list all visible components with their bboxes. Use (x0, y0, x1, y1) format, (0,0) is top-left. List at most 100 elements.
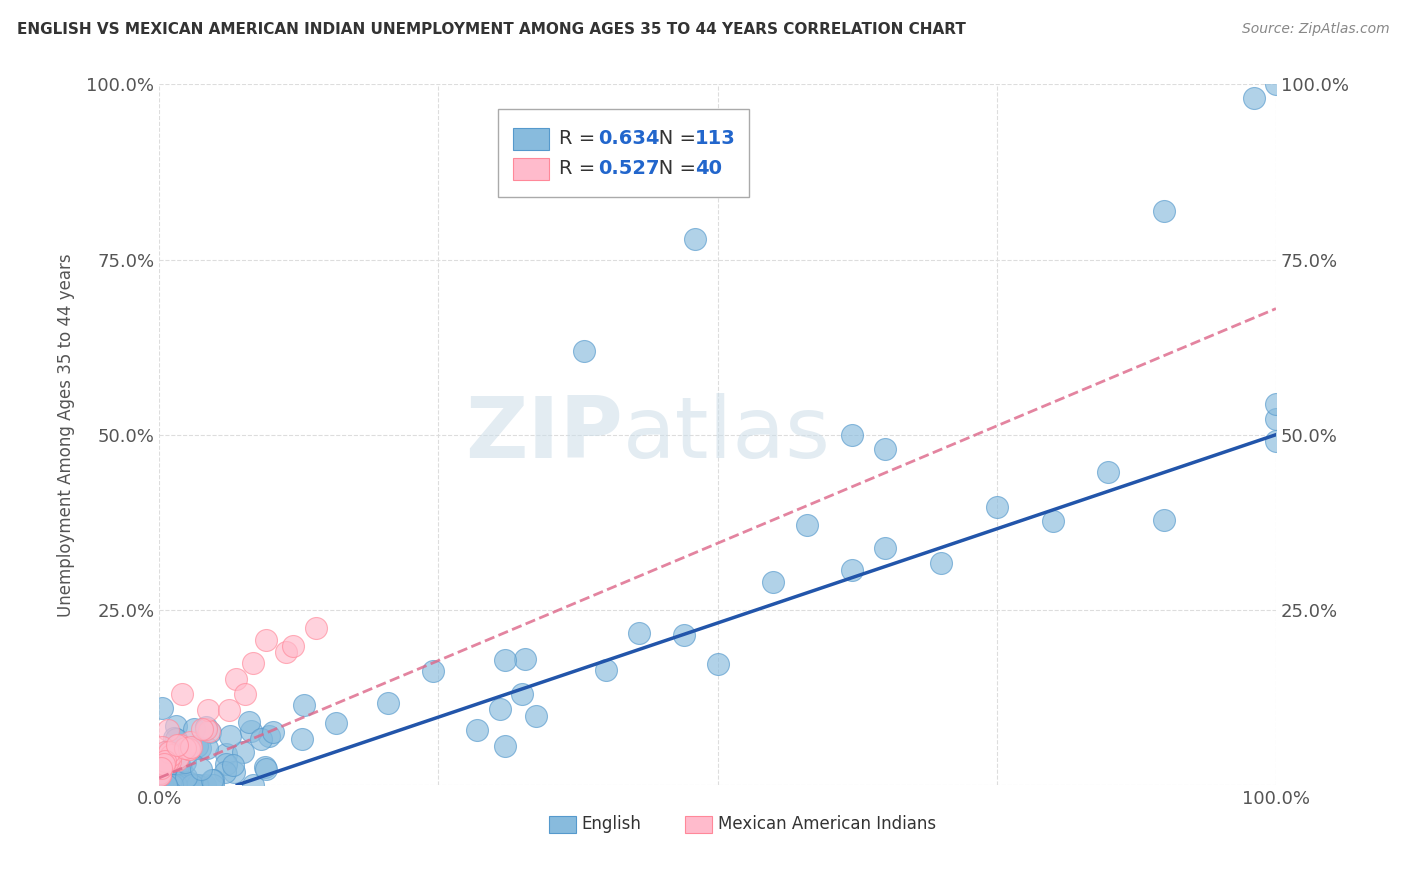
Text: N =: N = (641, 128, 703, 148)
Point (167, 759, 190, 773)
Text: atlas: atlas (623, 393, 831, 476)
Point (181, 778, 204, 792)
Point (179, 776, 201, 790)
Text: 113: 113 (695, 128, 735, 148)
Point (153, 768, 176, 782)
Point (1265, 412, 1288, 426)
Point (174, 740, 197, 755)
Point (1265, 397, 1288, 411)
Point (157, 778, 180, 792)
Point (873, 541, 896, 555)
Point (155, 756, 177, 771)
Point (194, 722, 217, 736)
Point (166, 750, 188, 764)
Point (165, 778, 187, 792)
Point (149, 765, 172, 780)
Y-axis label: Unemployment Among Ages 35 to 44 years: Unemployment Among Ages 35 to 44 years (58, 252, 75, 616)
Point (149, 758, 172, 772)
Point (170, 761, 193, 775)
Point (572, 343, 595, 358)
Point (510, 687, 533, 701)
Point (157, 743, 180, 757)
Point (160, 768, 183, 782)
Point (169, 738, 191, 752)
Point (191, 722, 214, 736)
Point (195, 721, 218, 735)
Point (169, 778, 191, 792)
Point (183, 778, 205, 792)
Point (150, 701, 173, 715)
Point (156, 752, 179, 766)
Point (986, 500, 1008, 514)
Point (841, 563, 863, 577)
Point (250, 731, 273, 746)
Point (152, 778, 174, 792)
Point (153, 754, 176, 768)
Point (290, 732, 312, 747)
Point (233, 687, 256, 701)
FancyBboxPatch shape (548, 816, 575, 833)
Point (202, 778, 225, 792)
Point (628, 626, 651, 640)
Point (1153, 513, 1175, 527)
Point (157, 747, 180, 761)
Point (190, 762, 212, 776)
Point (222, 765, 245, 780)
Point (181, 778, 204, 792)
Text: English: English (581, 815, 641, 833)
Point (232, 745, 254, 759)
Text: ENGLISH VS MEXICAN AMERICAN INDIAN UNEMPLOYMENT AMONG AGES 35 TO 44 YEARS CORREL: ENGLISH VS MEXICAN AMERICAN INDIAN UNEMP… (17, 22, 966, 37)
Point (796, 518, 818, 533)
Point (150, 778, 173, 792)
Point (595, 663, 617, 677)
Point (173, 778, 195, 792)
Point (873, 442, 896, 456)
Point (160, 767, 183, 781)
Point (163, 778, 186, 792)
Point (262, 724, 284, 739)
Point (166, 754, 188, 768)
Point (1153, 203, 1175, 218)
Point (165, 778, 187, 792)
Point (673, 628, 696, 642)
Point (163, 778, 186, 792)
Point (1265, 434, 1288, 449)
Point (422, 664, 444, 678)
Point (467, 723, 489, 738)
Point (159, 778, 181, 792)
Point (155, 755, 177, 769)
FancyBboxPatch shape (513, 128, 548, 150)
Point (276, 644, 298, 658)
Point (180, 778, 202, 792)
Point (198, 723, 221, 738)
Text: 0.634: 0.634 (598, 128, 659, 148)
Text: 0.527: 0.527 (598, 159, 659, 178)
Point (155, 778, 177, 792)
Point (172, 688, 194, 702)
Text: 40: 40 (695, 159, 723, 178)
Point (225, 672, 247, 686)
Point (165, 747, 187, 761)
Point (222, 758, 245, 772)
Text: ZIP: ZIP (465, 393, 623, 476)
Point (254, 760, 277, 774)
Point (195, 740, 218, 755)
Point (198, 724, 221, 739)
Point (219, 729, 242, 743)
Text: Mexican American Indians: Mexican American Indians (717, 815, 935, 833)
Point (1243, 91, 1265, 105)
Text: Source: ZipAtlas.com: Source: ZipAtlas.com (1241, 22, 1389, 37)
Point (494, 653, 516, 667)
Point (188, 741, 211, 756)
Point (162, 778, 184, 792)
Point (163, 778, 186, 792)
Point (152, 756, 174, 771)
Point (292, 698, 315, 713)
Point (186, 778, 208, 792)
Point (162, 772, 184, 786)
Point (166, 738, 188, 752)
Text: R =: R = (560, 128, 602, 148)
Point (155, 745, 177, 759)
Point (325, 716, 347, 731)
Point (841, 427, 863, 442)
